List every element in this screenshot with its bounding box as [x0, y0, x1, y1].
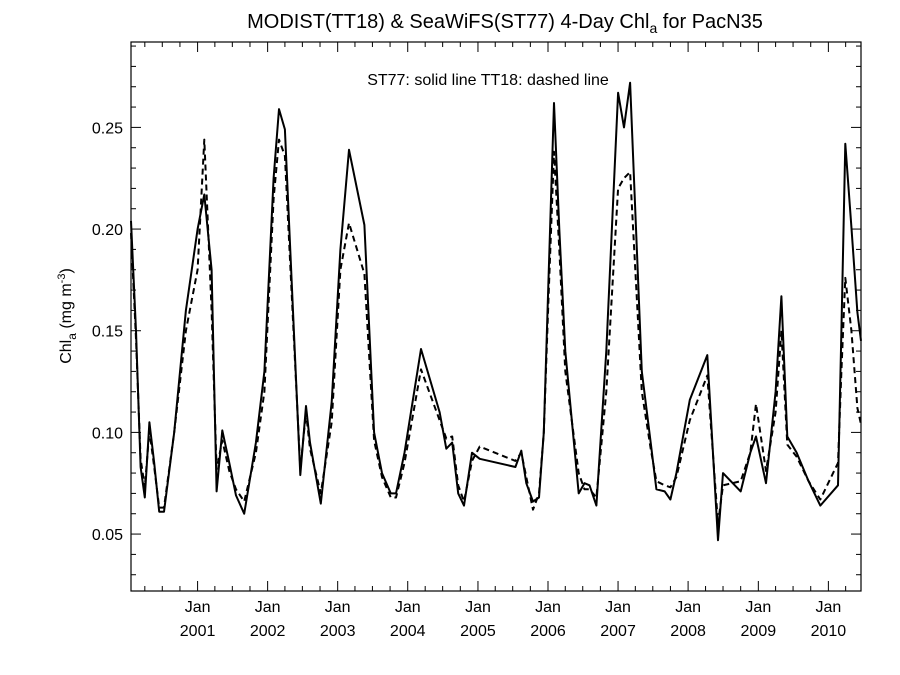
y-tick-label: 0.05 [92, 527, 123, 544]
x-tick-month-label: Jan [185, 599, 211, 616]
x-tick-month-label: Jan [675, 599, 701, 616]
x-tick-month-label: Jan [745, 599, 771, 616]
x-tick-month-label: Jan [815, 599, 841, 616]
series-line-st77 [130, 81, 862, 542]
x-tick-month-label: Jan [465, 599, 491, 616]
x-tick-year-label: 2007 [600, 623, 636, 640]
y-tick-label: 0.15 [92, 324, 123, 341]
y-tick-label: 0.20 [92, 222, 123, 239]
x-tick-month-label: Jan [325, 599, 351, 616]
x-tick-year-label: 2009 [741, 623, 777, 640]
x-tick-month-label: Jan [395, 599, 421, 616]
x-tick-year-label: 2004 [390, 623, 426, 640]
line-style-annotation: ST77: solid line TT18: dashed line [367, 72, 609, 89]
x-axis-ticks: Jan 2001 Jan 2002 Jan 2003 Jan 2004 Jan 2005 Jan 20… [144, 42, 847, 640]
x-tick-year-label: 2010 [811, 623, 847, 640]
x-tick-month-label: Jan [605, 599, 631, 616]
x-tick-year-label: 2002 [250, 623, 286, 640]
y-axis-label: Chla (mg m-3) [56, 268, 79, 364]
y-axis-ticks: 0.05 0.10 0.15 0.20 0.25 [92, 45, 861, 576]
x-tick-year-label: 2005 [460, 623, 496, 640]
x-tick-year-label: 2001 [180, 623, 216, 640]
plot-frame [130, 41, 862, 592]
x-tick-year-label: 2003 [320, 623, 356, 640]
chart-title: MODIST(TT18) & SeaWiFS(ST77) 4-Day Chla … [247, 11, 763, 36]
x-tick-month-label: Jan [255, 599, 281, 616]
x-tick-year-label: 2006 [530, 623, 566, 640]
series-line-tt18 [130, 138, 862, 525]
y-tick-label: 0.10 [92, 425, 123, 442]
y-tick-label: 0.25 [92, 120, 123, 137]
x-tick-month-label: Jan [535, 599, 561, 616]
series-group [130, 81, 862, 542]
x-tick-year-label: 2008 [670, 623, 706, 640]
